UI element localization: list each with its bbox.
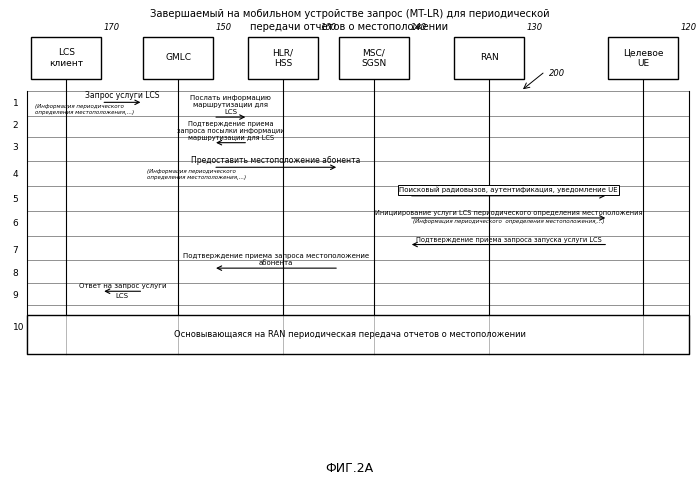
Text: передачи отчетов о местоположении: передачи отчетов о местоположении: [250, 22, 449, 32]
Text: GMLC: GMLC: [165, 53, 192, 62]
Text: Запрос услуги LCS: Запрос услуги LCS: [85, 92, 159, 100]
Text: 170: 170: [103, 23, 120, 32]
Text: Завершаемый на мобильном устройстве запрос (MT-LR) для периодической: Завершаемый на мобильном устройстве запр…: [150, 9, 549, 19]
Text: Целевое
UE: Целевое UE: [623, 48, 663, 67]
Text: (Информация периодического
определения местоположения,...): (Информация периодического определения м…: [35, 104, 134, 115]
Text: 2: 2: [13, 121, 18, 130]
Text: Подтверждение приема запроса запуска услуги LCS: Подтверждение приема запроса запуска усл…: [416, 237, 601, 243]
Text: RAN: RAN: [480, 53, 498, 62]
Text: Ответ на запрос услуги: Ответ на запрос услуги: [78, 283, 166, 289]
Bar: [248, 37, 318, 79]
Text: 160: 160: [320, 23, 336, 32]
Bar: [27, 315, 689, 354]
Text: 130: 130: [526, 23, 542, 32]
Text: (Информация периодического  определения местоположения,...): (Информация периодического определения м…: [413, 219, 604, 224]
Text: (Информация периодического
определения местоположения,...): (Информация периодического определения м…: [147, 169, 246, 180]
Text: Инициирование услуги LCS периодического определения местоположения: Инициирование услуги LCS периодического …: [375, 210, 642, 216]
Bar: [454, 37, 524, 79]
Text: 140: 140: [411, 23, 427, 32]
Text: 150: 150: [215, 23, 231, 32]
Text: Предоставить местоположение абонента: Предоставить местоположение абонента: [192, 156, 361, 165]
Text: HLR/
HSS: HLR/ HSS: [273, 48, 294, 67]
Bar: [608, 37, 678, 79]
Text: Подтверждение приема
запроса посылки информации
маршрутизации для LCS: Подтверждение приема запроса посылки инф…: [177, 121, 284, 141]
Text: 9: 9: [13, 291, 18, 300]
Text: Основывающаяся на RAN периодическая передача отчетов о местоположении: Основывающаяся на RAN периодическая пере…: [173, 330, 526, 339]
Text: MSC/
SGSN: MSC/ SGSN: [361, 48, 387, 67]
Text: 8: 8: [13, 269, 18, 277]
Text: 7: 7: [13, 246, 18, 255]
Bar: [143, 37, 213, 79]
Bar: [339, 37, 409, 79]
Text: Подтверждение приема запроса местоположение
абонента: Подтверждение приема запроса местоположе…: [183, 253, 369, 266]
Text: ФИГ.2А: ФИГ.2А: [326, 462, 373, 475]
Text: 10: 10: [13, 323, 24, 332]
Text: 6: 6: [13, 219, 18, 228]
Text: LCS
клиент: LCS клиент: [50, 48, 83, 67]
Text: 5: 5: [13, 195, 18, 204]
Text: Послать информацию
маршрутизации для
LCS: Послать информацию маршрутизации для LCS: [190, 95, 271, 115]
Text: 1: 1: [13, 99, 18, 108]
Text: 3: 3: [13, 143, 18, 152]
Bar: [31, 37, 101, 79]
Text: 200: 200: [549, 69, 565, 78]
Text: LCS: LCS: [116, 293, 129, 299]
Text: 120: 120: [680, 23, 696, 32]
Text: 4: 4: [13, 170, 18, 179]
Text: Поисковый радиовызов, аутентификация, уведомление UE: Поисковый радиовызов, аутентификация, ув…: [399, 187, 618, 193]
